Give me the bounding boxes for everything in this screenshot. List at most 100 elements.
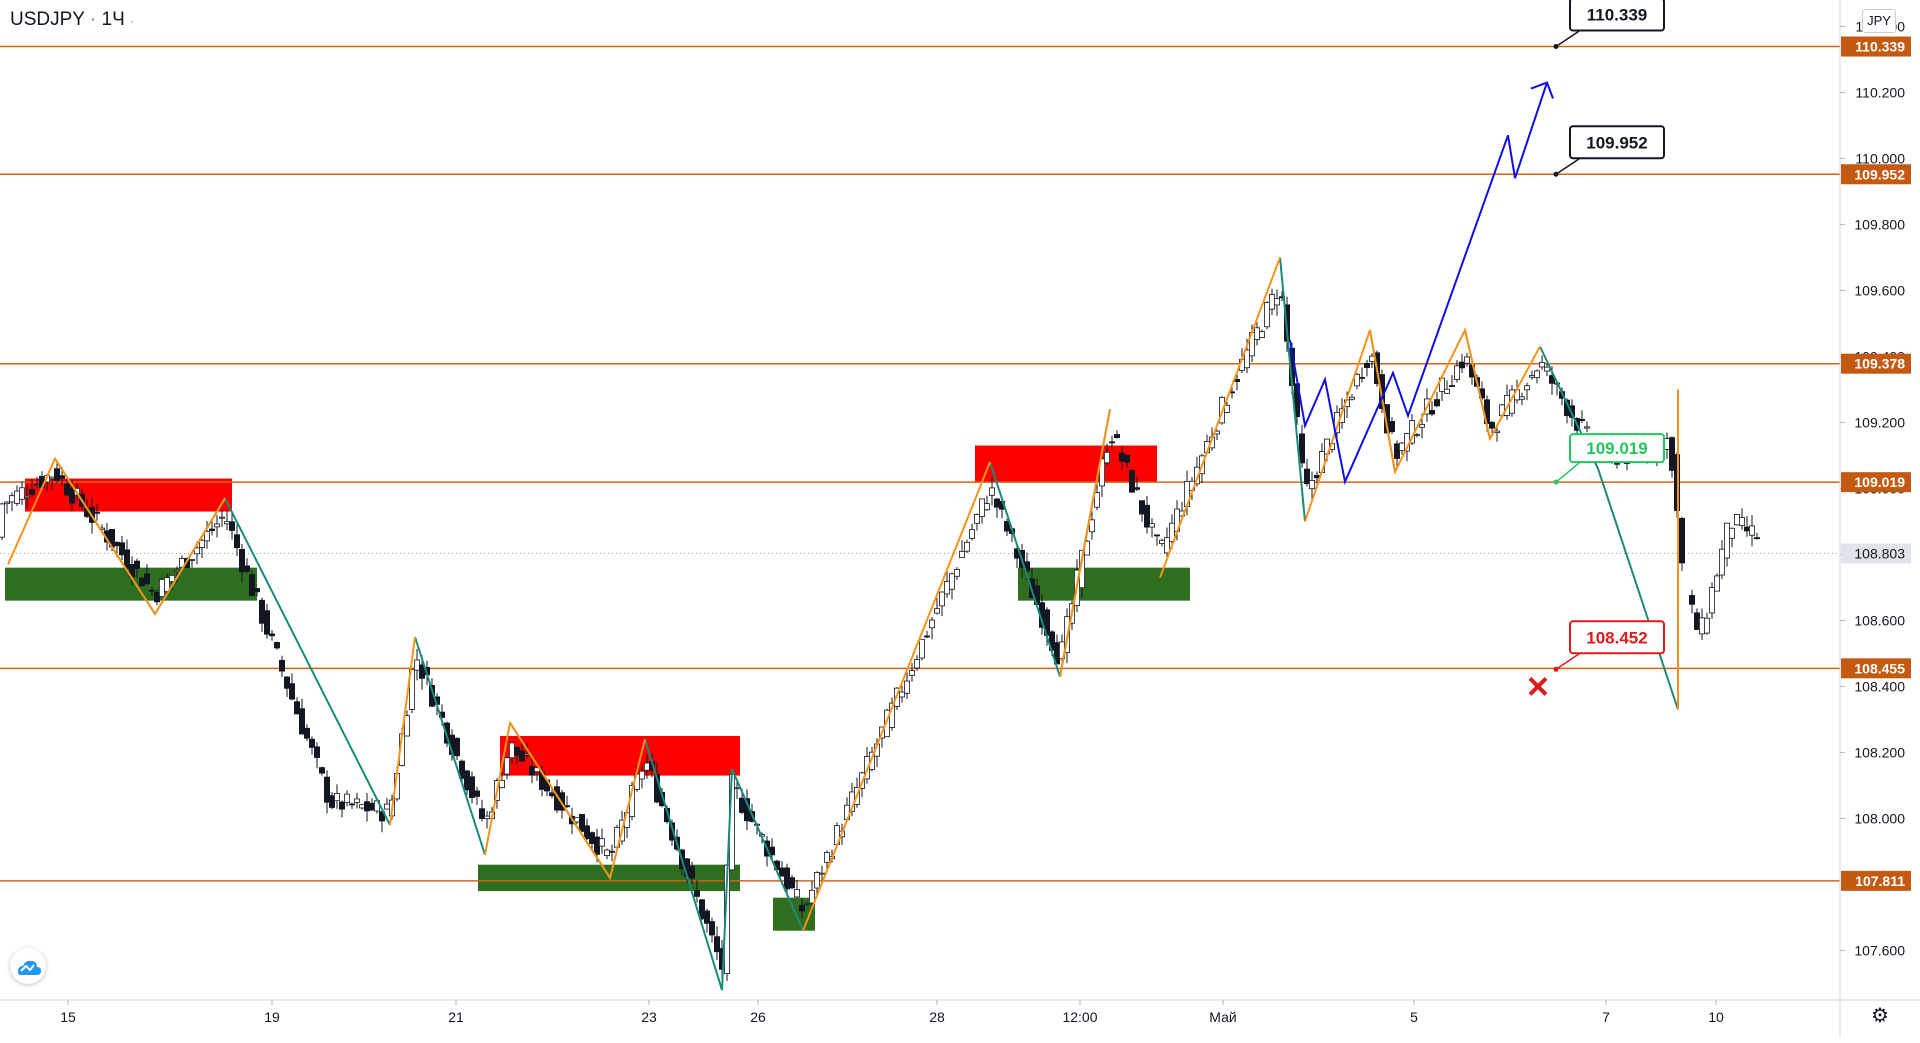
candle-body	[483, 815, 490, 820]
cross-icon	[1528, 677, 1548, 696]
candle-body	[363, 801, 370, 812]
candle-body	[338, 801, 345, 810]
candle-body	[914, 659, 921, 669]
level-price-label-bg	[1841, 164, 1911, 185]
candle-body	[959, 550, 966, 559]
currency-badge[interactable]: JPY	[1862, 9, 1896, 33]
candle-body	[694, 890, 701, 897]
candle-body	[59, 475, 66, 479]
candle-body	[924, 635, 931, 638]
candle-body	[1389, 421, 1396, 433]
candle-body	[28, 489, 35, 495]
candle-body	[1694, 612, 1701, 630]
candle-body	[508, 742, 515, 759]
candle-body	[1459, 361, 1466, 369]
candle-body	[1254, 327, 1261, 340]
tradingview-logo-icon[interactable]	[10, 948, 46, 984]
candle-body	[203, 531, 210, 542]
candle-body	[308, 738, 315, 748]
candle-body	[283, 676, 290, 689]
candle-body	[4, 501, 10, 505]
candle-body	[383, 803, 390, 810]
candle-body	[734, 787, 741, 790]
candle-body	[248, 574, 255, 597]
candle-body	[929, 619, 936, 629]
candle-body	[714, 936, 721, 953]
symbol-title[interactable]: USDJPY · 1Ч ·	[10, 9, 134, 31]
candle-body	[413, 659, 420, 671]
candle-body	[0, 503, 5, 538]
candle-body	[278, 659, 285, 672]
candle-body	[1269, 294, 1276, 310]
candle-body	[1719, 548, 1726, 576]
candle-body	[213, 523, 220, 528]
candle-body	[1464, 356, 1471, 364]
candle-body	[228, 521, 235, 531]
y-tick-label: 108.600	[1854, 612, 1905, 628]
y-tick-label: 108.400	[1854, 678, 1905, 694]
candle-body	[559, 792, 566, 811]
candle-body	[1699, 617, 1706, 635]
level-price-label-bg	[1841, 658, 1911, 679]
candle-body	[208, 528, 215, 531]
candle-body	[358, 804, 365, 809]
orange-wave-line	[389, 636, 416, 826]
current-price-label-bg	[1841, 543, 1911, 564]
candle-body	[994, 498, 1001, 508]
x-tick-label: 10	[1708, 1009, 1724, 1025]
candle-body	[1394, 443, 1401, 459]
candle-body	[268, 633, 275, 637]
orange-wave-line	[7, 456, 226, 616]
candle-body	[1739, 517, 1746, 526]
level-layer	[0, 45, 1840, 882]
candle-body	[904, 680, 911, 694]
x-tick-label: 26	[750, 1009, 766, 1025]
y-tick-label: 108.000	[1854, 810, 1905, 826]
candle-body	[1519, 396, 1526, 400]
orange-wave-line	[1059, 409, 1111, 677]
candle-body	[348, 803, 355, 806]
candle-body	[704, 910, 711, 924]
candle-body	[258, 599, 265, 624]
candle-body	[1259, 331, 1266, 338]
candle-body	[18, 487, 25, 500]
candle-body	[799, 904, 806, 912]
x-tick-label: 23	[641, 1009, 657, 1025]
candle-body	[8, 495, 15, 503]
candle-body	[1534, 370, 1541, 379]
candle-body	[549, 792, 556, 797]
candle-body	[188, 559, 195, 561]
candle-body	[1434, 399, 1441, 407]
level-price-label-bg	[1841, 36, 1911, 57]
candle-body	[458, 760, 465, 779]
candle-body	[1164, 537, 1171, 554]
candle-body	[193, 547, 200, 555]
candle-body	[1314, 475, 1321, 479]
level-price-label: 109.952	[1854, 166, 1905, 182]
candle-body	[333, 793, 340, 802]
candle-body	[124, 549, 131, 569]
candle-body	[1744, 526, 1751, 532]
candle-body	[288, 683, 295, 700]
candle-body	[1454, 365, 1461, 380]
candle-body	[64, 483, 71, 496]
orange-wave-line	[802, 461, 991, 932]
annotation-layer: 110.339 109.952 109.019 108.452	[1528, 0, 1665, 696]
callout-label: 109.019	[1586, 439, 1647, 458]
candle-body	[944, 581, 951, 595]
candle-body	[1539, 362, 1546, 368]
callout-pointer	[1555, 29, 1581, 48]
candle-body	[1754, 537, 1761, 540]
candle-body	[323, 776, 330, 803]
candle-body	[1089, 519, 1096, 533]
gear-icon[interactable]: ⚙	[1871, 1005, 1889, 1027]
level-price-label: 110.339	[1855, 39, 1905, 55]
timeframe[interactable]: 1Ч	[101, 9, 125, 30]
current-price-label: 108.803	[1854, 545, 1905, 561]
candle-body	[1004, 521, 1011, 532]
candle-body	[1679, 517, 1686, 564]
candle-body	[1309, 480, 1316, 490]
y-tick-label: 110.000	[1855, 150, 1905, 166]
